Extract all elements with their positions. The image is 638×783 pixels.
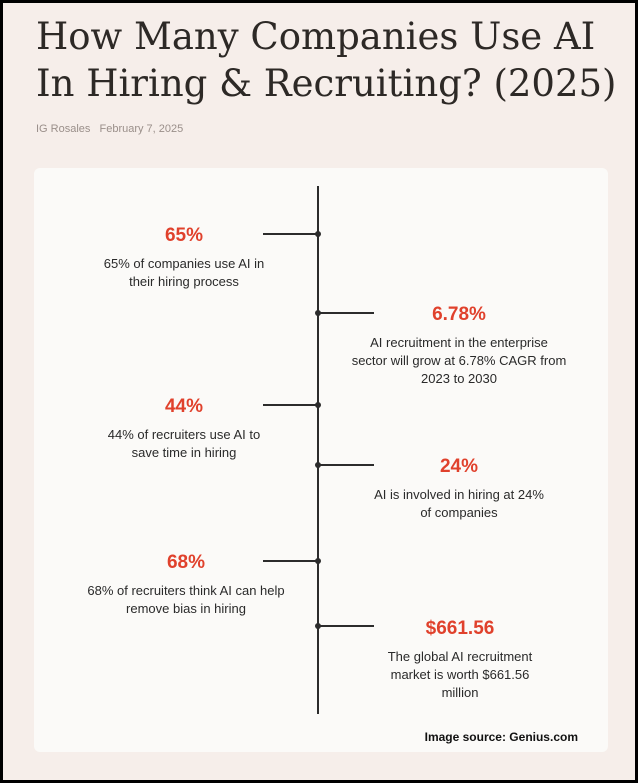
stat-value: $661.56 bbox=[425, 618, 495, 639]
timeline-connector bbox=[318, 464, 374, 466]
infographic-image: 65% 65% of companies use AI in their hir… bbox=[34, 168, 608, 752]
stat-item: 6.78% AI recruitment in the enterprise s… bbox=[329, 304, 589, 388]
timeline-connector bbox=[318, 312, 374, 314]
stat-item: 24% AI is involved in hiring at 24% of c… bbox=[329, 456, 589, 522]
stat-description: The global AI recruitment market is wort… bbox=[387, 649, 533, 700]
stat-description: 68% of recruiters think AI can help remo… bbox=[87, 583, 285, 616]
author-link[interactable]: IG Rosales bbox=[36, 123, 91, 135]
stat-item: 44% 44% of recruiters use AI to save tim… bbox=[74, 396, 294, 462]
timeline-connector bbox=[263, 404, 318, 406]
stat-value: 6.78% bbox=[432, 304, 486, 325]
timeline-connector bbox=[263, 560, 318, 562]
timeline-connector bbox=[263, 233, 318, 235]
timeline-dot bbox=[315, 623, 321, 629]
stat-value: 44% bbox=[164, 396, 204, 417]
stat-description: 44% of recruiters use AI to save time in… bbox=[107, 427, 261, 460]
publish-date: February 7, 2025 bbox=[99, 123, 184, 135]
stat-item: $661.56 The global AI recruitment market… bbox=[344, 618, 576, 702]
timeline-axis bbox=[317, 186, 319, 714]
timeline-dot bbox=[315, 310, 321, 316]
stat-item: 68% 68% of recruiters think AI can help … bbox=[68, 552, 304, 618]
stat-item: 65% 65% of companies use AI in their hir… bbox=[74, 225, 294, 291]
timeline-dot bbox=[315, 402, 321, 408]
stat-description: 65% of companies use AI in their hiring … bbox=[103, 256, 265, 289]
article-title: How Many Companies Use AI In Hiring & Re… bbox=[36, 15, 617, 105]
article-frame: How Many Companies Use AI In Hiring & Re… bbox=[3, 3, 635, 780]
stat-description: AI is involved in hiring at 24% of compa… bbox=[374, 487, 544, 520]
article-meta: IG Rosales February 7, 2025 bbox=[36, 123, 183, 135]
timeline-dot bbox=[315, 558, 321, 564]
timeline-connector bbox=[318, 625, 374, 627]
timeline-dot bbox=[315, 231, 321, 237]
stat-value: 24% bbox=[439, 456, 479, 477]
image-source-caption: Image source: Genius.com bbox=[424, 730, 578, 744]
stat-description: AI recruitment in the enterprise sector … bbox=[351, 335, 567, 386]
stat-value: 65% bbox=[164, 225, 204, 246]
stat-value: 68% bbox=[166, 552, 206, 573]
timeline-dot bbox=[315, 462, 321, 468]
